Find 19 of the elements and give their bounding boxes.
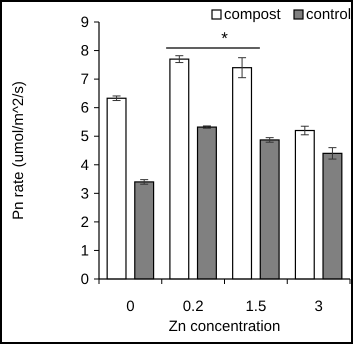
y-tick-label: 0 [80,271,89,288]
y-tick-label: 1 [80,242,89,260]
y-axis-title: Pn rate (umol/m^2/s) [10,81,27,220]
y-tick-label: 7 [80,71,89,88]
y-tick-label: 4 [80,156,89,174]
x-tick-label: 1.5 [245,298,266,315]
x-tick-label: 0.2 [182,298,204,315]
legend-label: compost [224,6,282,23]
annotation: * [221,29,228,48]
x-tick-label: 0 [126,298,135,315]
y-tick-label: 6 [80,100,89,117]
legend-label: control [306,6,352,23]
y-tick-label: 8 [80,42,89,60]
y-tick-label: 5 [80,128,89,146]
y-tick-label: 9 [80,14,89,31]
y-tick-label: 3 [80,185,89,202]
y-tick-label: 2 [80,214,89,231]
x-tick-label: 3 [314,298,323,315]
x-axis-title: Zn concentration [168,318,280,335]
